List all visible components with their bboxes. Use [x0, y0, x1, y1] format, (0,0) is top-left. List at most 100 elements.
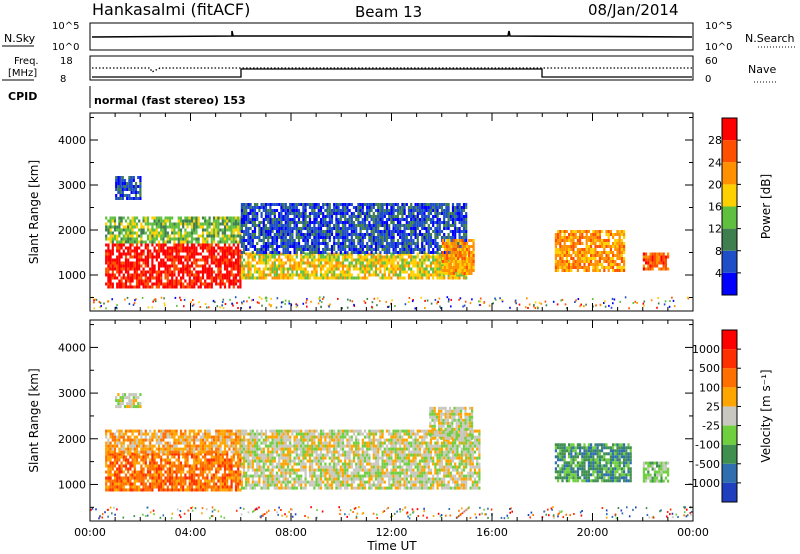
velocity-cell-0: [153, 458, 156, 462]
velocity-cell-0: [122, 464, 125, 468]
velocity-cell-0: [133, 482, 136, 486]
power-cell-0: [118, 279, 121, 283]
velocity-cell-0: [197, 488, 200, 492]
power-cell-0: [171, 246, 174, 250]
power-cell-4: [445, 236, 448, 239]
velocity-cell-0: [135, 473, 139, 477]
power-cell-3: [388, 276, 391, 280]
freq-tick-top: 18: [60, 56, 73, 67]
power-cell-4: [273, 242, 276, 245]
velocity-cell-0: [157, 467, 161, 471]
velocity-cell-0: [199, 485, 202, 489]
velocity-cell-0: [184, 461, 187, 465]
velocity-cell-0: [116, 476, 119, 480]
power-cell-0: [118, 243, 121, 247]
power-speckle: [492, 302, 494, 305]
power-cell-0: [131, 255, 134, 259]
power-cell-4: [385, 242, 389, 245]
power-cell-1: [215, 216, 218, 220]
power-cell-3: [271, 261, 274, 265]
power-cell-0: [149, 273, 152, 277]
velocity-cell-0: [122, 452, 125, 456]
power-cell-6: [590, 254, 593, 257]
power-cell-1: [195, 219, 198, 223]
velocity-cell-0: [173, 488, 176, 492]
power-cell-0: [144, 261, 147, 265]
power-cell-1: [237, 225, 240, 229]
power-cell-7: [660, 255, 663, 259]
power-cell-3: [251, 258, 254, 262]
power-cell-4: [245, 203, 248, 206]
power-cell-1: [223, 240, 227, 244]
velocity-cell-0: [135, 488, 139, 492]
power-cell-4: [412, 227, 415, 230]
power-cell-3: [412, 258, 415, 262]
power-cell-0: [175, 282, 178, 286]
power-cell-4: [242, 212, 246, 215]
power-cell-1: [175, 231, 178, 235]
power-cell-3: [337, 264, 340, 268]
power-cell-1: [232, 225, 235, 229]
power-cell-0: [210, 255, 213, 259]
power-cell-6: [592, 251, 595, 254]
power-cell-0: [188, 282, 191, 286]
velocity-cell-0: [182, 455, 185, 459]
power-cell-0: [118, 246, 121, 250]
power-cell-1: [228, 228, 231, 232]
power-cell-4: [416, 203, 419, 206]
power-cell-0: [210, 270, 213, 274]
power-cell-4: [462, 209, 466, 212]
power-cell-6: [590, 245, 593, 248]
power-speckle: [222, 307, 225, 309]
power-cell-4: [249, 212, 252, 215]
velocity-cell-0: [153, 485, 156, 489]
power-cell-6: [618, 269, 621, 272]
power-cell-0: [193, 276, 196, 280]
power-cell-7: [647, 264, 650, 268]
power-cell-3: [427, 276, 430, 280]
power-cell-0: [160, 273, 163, 277]
power-cell-0: [140, 252, 143, 256]
power-cell-3: [267, 261, 270, 265]
power-speckle: [153, 298, 155, 301]
power-cell-1: [138, 234, 141, 238]
power-speckle: [478, 304, 481, 306]
power-cell-4: [447, 212, 450, 215]
power-cell-3: [403, 270, 406, 274]
power-cell-5: [457, 248, 460, 251]
velocity-cell-0: [111, 461, 114, 465]
velocity-cell-0: [201, 473, 205, 477]
power-cell-3: [278, 267, 281, 271]
power-cell-1: [127, 237, 130, 241]
power-cell-4: [456, 218, 459, 221]
power-cell-6: [563, 251, 566, 254]
velocity-cell-0: [111, 473, 114, 477]
power-cell-3: [341, 270, 345, 274]
power-cell-4: [319, 212, 323, 215]
velocity-cell-0: [157, 488, 161, 492]
power-cell-3: [401, 264, 404, 268]
power-cell-4: [267, 209, 270, 212]
velocity-cell-0: [118, 473, 121, 477]
power-cell-6: [579, 254, 582, 257]
power-cell-6: [616, 254, 619, 257]
power-cell-4: [267, 221, 270, 224]
power-cell-7: [658, 267, 661, 271]
power-cell-3: [291, 276, 294, 280]
power-cell-7: [664, 258, 667, 262]
power-cell-4: [341, 215, 345, 218]
power-cell-4: [304, 212, 307, 215]
power-cell-6: [559, 236, 562, 239]
power-cell-4: [284, 215, 287, 218]
power-cell-4: [355, 227, 358, 230]
power-cell-4: [388, 209, 391, 212]
power-cell-0: [144, 285, 147, 289]
power-speckle: [634, 300, 636, 303]
power-cell-4: [370, 209, 373, 212]
power-cell-4: [449, 215, 452, 218]
power-cell-3: [286, 267, 290, 271]
power-cell-1: [116, 228, 119, 232]
power-speckle: [538, 301, 541, 304]
power-cell-4: [458, 227, 461, 230]
power-cell-1: [234, 237, 238, 241]
